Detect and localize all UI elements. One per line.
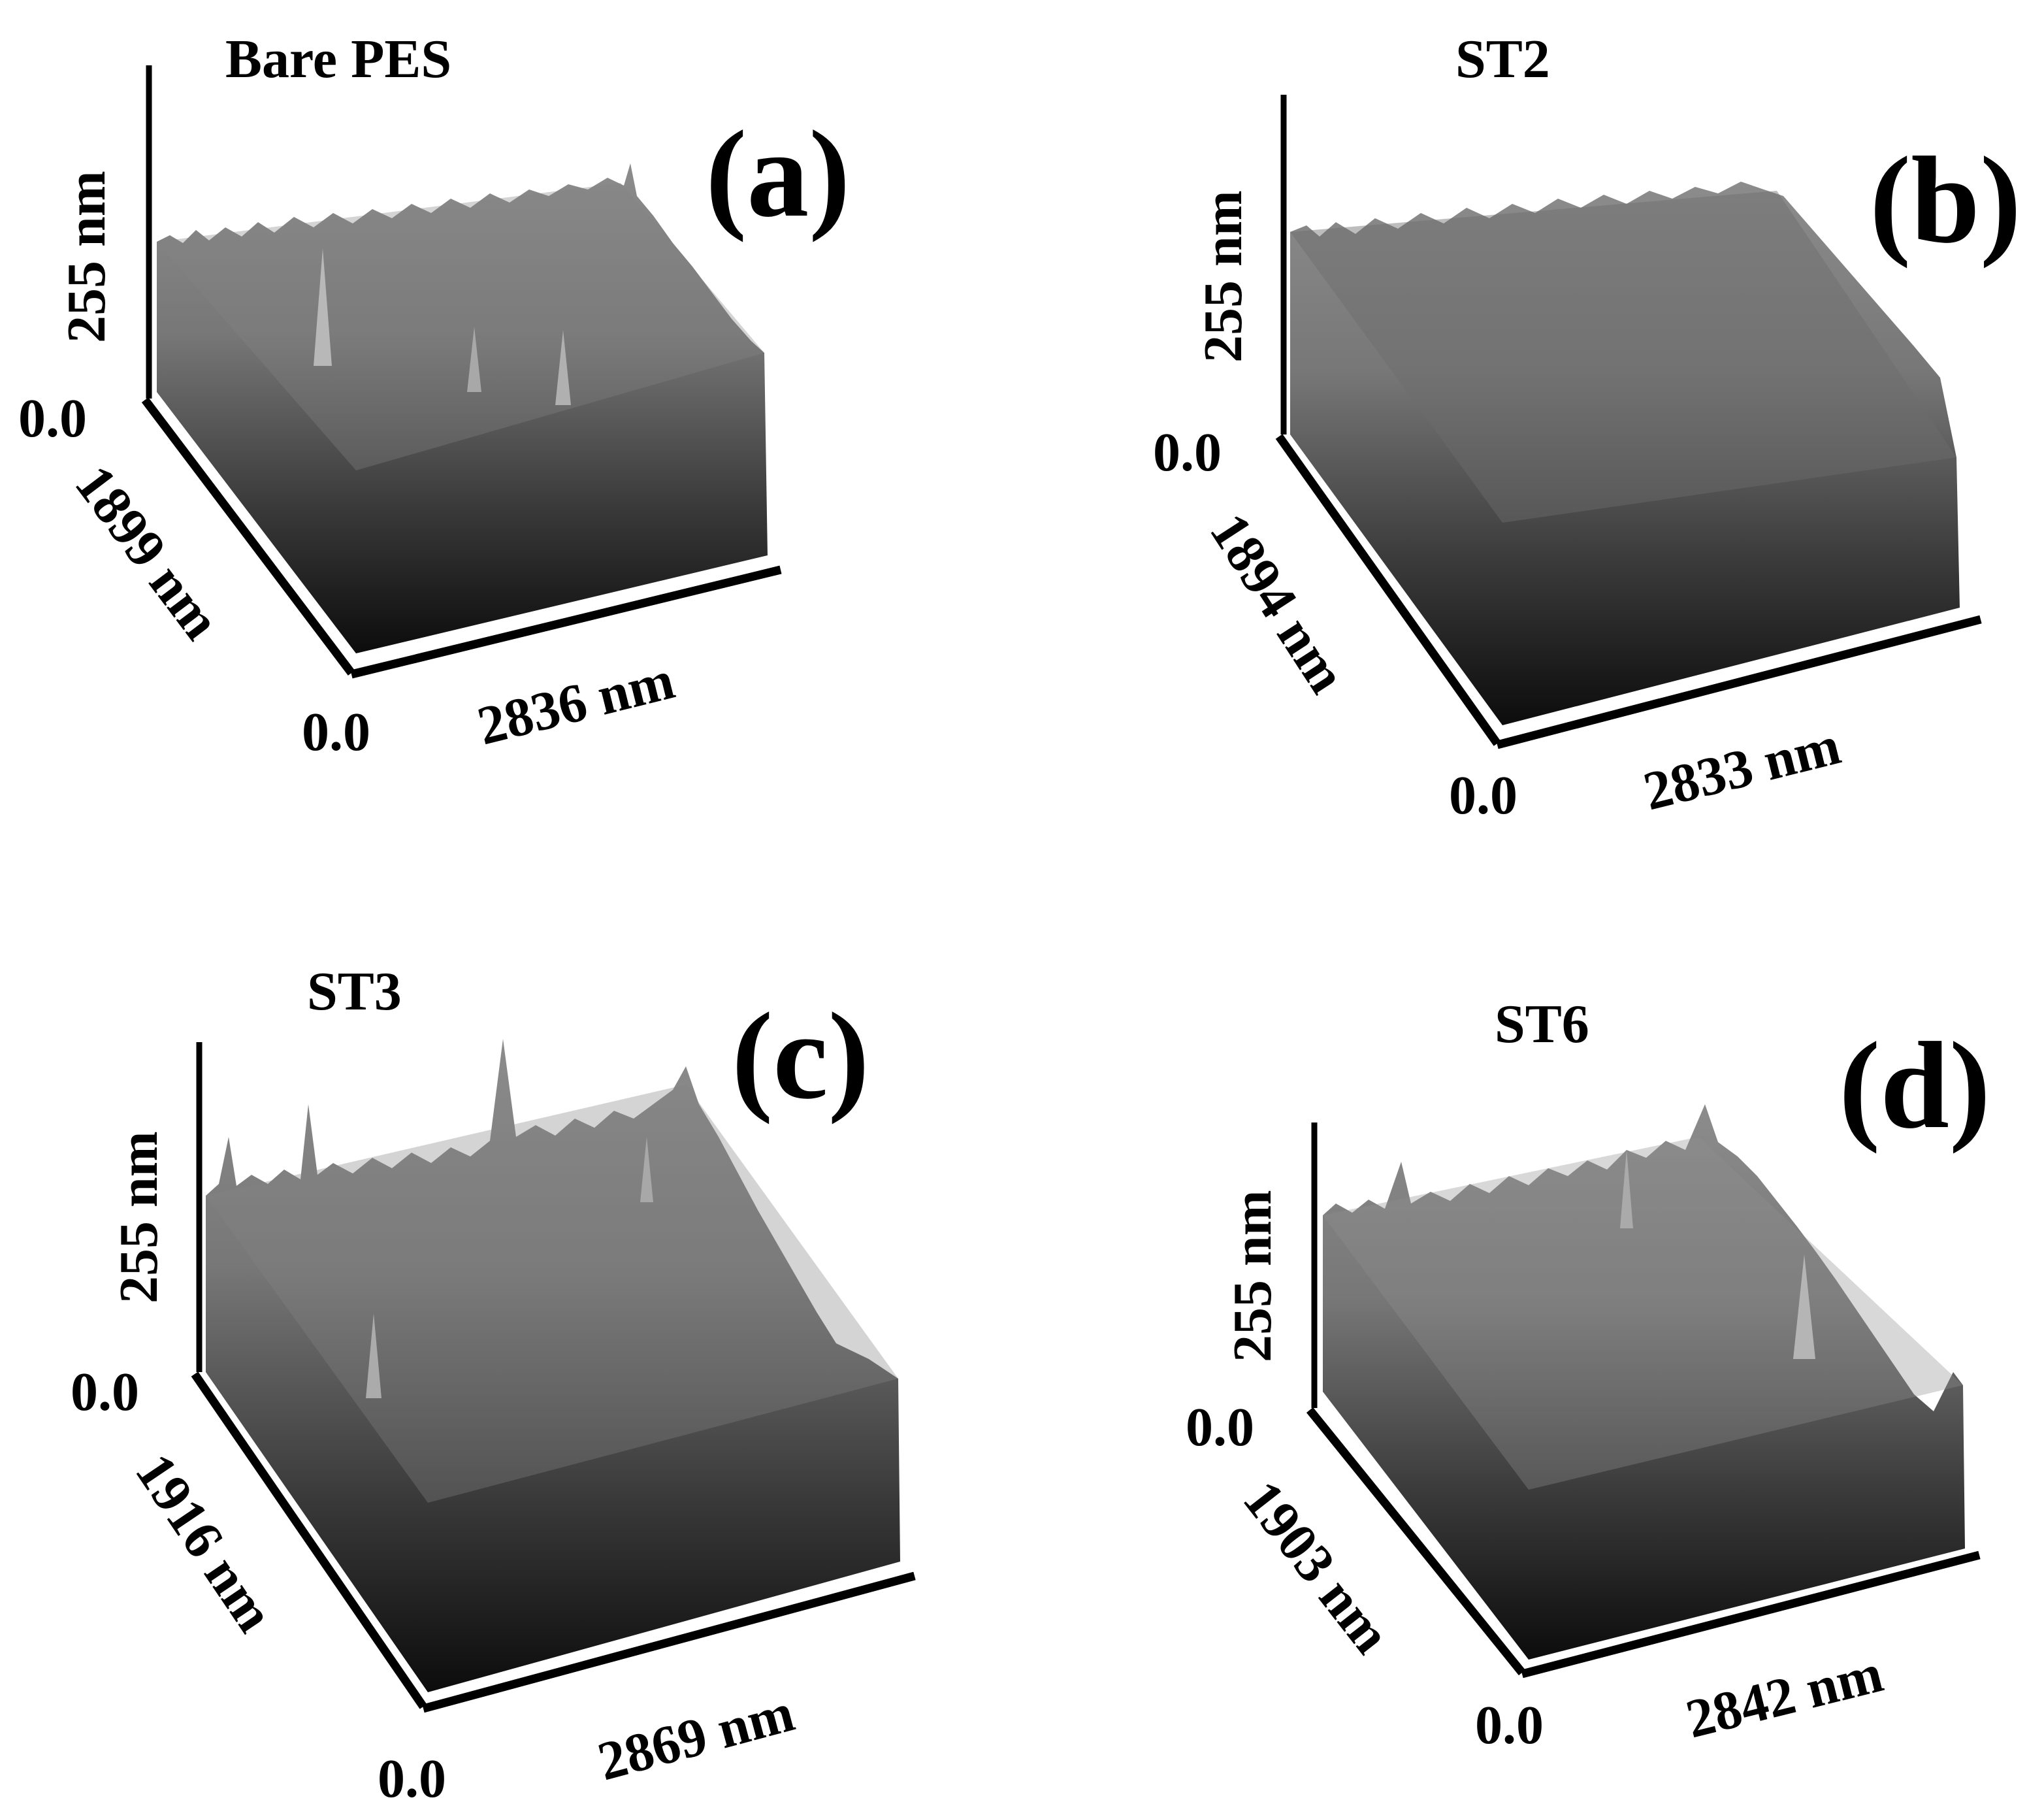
xy-origin-d: 0.0 bbox=[1475, 1695, 1544, 1756]
panel-title-c: ST3 bbox=[307, 961, 402, 1022]
xy-origin-b: 0.0 bbox=[1449, 765, 1517, 826]
panel-letter-b: (b) bbox=[1870, 132, 2021, 269]
panel-title-d: ST6 bbox=[1495, 994, 1589, 1055]
surface-front-b bbox=[1290, 182, 1960, 725]
width-axis-b bbox=[1496, 615, 1982, 749]
z-origin-a: 0.0 bbox=[18, 388, 87, 449]
panel-letter-a: (a) bbox=[706, 106, 851, 243]
panel-b: ST2 (b) 255 nm 0.0 1894 nm 0.0 2833 nm bbox=[1153, 29, 2021, 826]
panel-c: ST3 (c) 255 nm 0.0 1916 nm 0.0 2869 nm bbox=[71, 961, 916, 1809]
panel-a: Bare PES (a) 255 nm 0.0 1899 nm 0.0 2836… bbox=[18, 29, 851, 762]
z-label-b: 255 nm bbox=[1193, 190, 1254, 363]
surface-front-d bbox=[1323, 1104, 1965, 1660]
panel-letter-c: (c) bbox=[732, 988, 869, 1125]
xy-origin-a: 0.0 bbox=[302, 702, 370, 762]
z-origin-c: 0.0 bbox=[71, 1362, 139, 1422]
depth-axis-b bbox=[1275, 434, 1501, 746]
z-label-d: 255 nm bbox=[1222, 1190, 1283, 1362]
depth-axis-c bbox=[191, 1371, 427, 1709]
width-axis-a bbox=[350, 565, 782, 679]
surface-front-a bbox=[157, 163, 768, 653]
panel-title-a: Bare PES bbox=[225, 29, 451, 90]
peak-d-1 bbox=[1793, 1254, 1815, 1359]
surface-front-c bbox=[206, 1039, 900, 1692]
width-label-b: 2833 nm bbox=[1638, 715, 1846, 822]
xy-origin-c: 0.0 bbox=[378, 1748, 446, 1809]
z-label-a: 255 nm bbox=[56, 171, 117, 343]
z-origin-d: 0.0 bbox=[1186, 1397, 1254, 1458]
panel-letter-d: (d) bbox=[1839, 1017, 1990, 1155]
panel-d: ST6 (d) 255 nm 0.0 1903 nm 0.0 2842 nm bbox=[1186, 994, 1990, 1756]
width-label-c: 2869 nm bbox=[592, 1682, 800, 1792]
depth-axis-d bbox=[1306, 1407, 1526, 1676]
depth-label-b: 1894 nm bbox=[1198, 503, 1357, 704]
width-axis-d bbox=[1521, 1550, 1981, 1679]
width-label-d: 2842 nm bbox=[1680, 1643, 1889, 1750]
depth-axis-a bbox=[141, 397, 355, 676]
peak-a-3 bbox=[467, 327, 481, 392]
z-label-c: 255 nm bbox=[108, 1131, 169, 1303]
peak-a-1 bbox=[314, 248, 332, 366]
width-axis-c bbox=[422, 1571, 916, 1713]
width-label-a: 2836 nm bbox=[472, 649, 680, 757]
peak-d-2 bbox=[1620, 1150, 1633, 1228]
peak-a-2 bbox=[555, 330, 571, 405]
z-origin-b: 0.0 bbox=[1153, 422, 1222, 483]
peak-c-1 bbox=[366, 1313, 381, 1398]
panel-title-b: ST2 bbox=[1455, 29, 1550, 90]
surface-top-a bbox=[157, 183, 764, 470]
peak-c-2 bbox=[640, 1137, 653, 1202]
surface-top-d bbox=[1323, 1137, 1963, 1490]
surface-top-b bbox=[1290, 191, 1956, 523]
